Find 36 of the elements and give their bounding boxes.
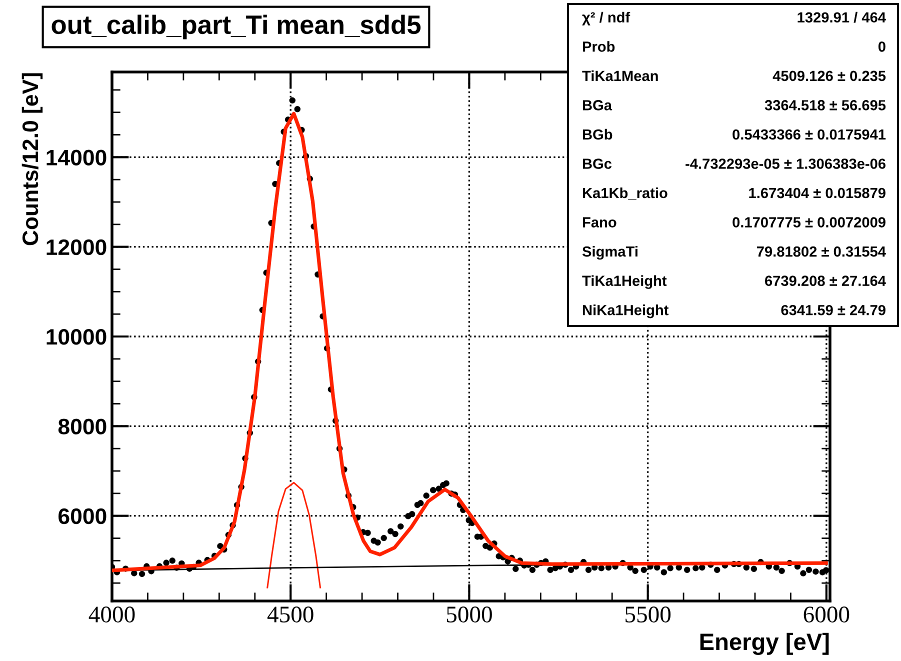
annotation: BGc bbox=[582, 158, 612, 169]
x-axis-title: Energy [eV] bbox=[700, 632, 829, 655]
y-tick-label: 12000 bbox=[46, 239, 106, 256]
y-tick-label: 10000 bbox=[46, 329, 106, 345]
annotation: 1.673404 ± 0.015879 bbox=[749, 188, 886, 198]
annotation: NiKa1Height bbox=[582, 304, 669, 318]
text: 0 bbox=[878, 41, 886, 52]
y-tick-label: 8000 bbox=[58, 418, 106, 434]
annotation: SigmaTi bbox=[582, 246, 638, 260]
x-tick-label: 5000 bbox=[446, 606, 492, 622]
text: χ² / ndf bbox=[582, 12, 630, 26]
annotation: Ka1Kb_ratio bbox=[582, 187, 668, 200]
annotation: 6341.59 ± 24.79 bbox=[781, 304, 886, 316]
annotation: 79.81802 ± 0.31554 bbox=[756, 246, 886, 257]
annotation: 0.5433366 ± 0.0175941 bbox=[732, 129, 886, 140]
line-series bbox=[266, 482, 322, 588]
annotation: 6739.208 ± 27.164 bbox=[765, 276, 886, 286]
text: Prob bbox=[582, 41, 615, 52]
y-tick-label: 14000 bbox=[46, 150, 106, 166]
annotation: BGa bbox=[582, 100, 612, 110]
annotation: 4509.126 ± 0.235 bbox=[772, 70, 886, 82]
x-tick-label: 6000 bbox=[804, 606, 850, 622]
y-axis-title: Counts/12.0 [eV] bbox=[22, 73, 43, 246]
text: 1329.91 / 464 bbox=[798, 12, 886, 23]
annotation: 3364.518 ± 56.695 bbox=[764, 100, 886, 110]
annotation: 0.1707775 ± 0.0072009 bbox=[732, 217, 886, 228]
annotation: TiKa1Mean bbox=[582, 70, 658, 82]
annotation: TiKa1Height bbox=[582, 275, 667, 289]
annotation: -4.732293e-05 ± 1.306383e-06 bbox=[686, 158, 886, 169]
x-tick-label: 4000 bbox=[88, 606, 135, 622]
y-tick-label: 6000 bbox=[58, 508, 106, 524]
annotation: Fano bbox=[582, 217, 616, 228]
x-tick-label: 5500 bbox=[626, 606, 671, 622]
annotation: BGb bbox=[582, 128, 612, 140]
x-tick-label: 4500 bbox=[267, 606, 314, 622]
chart-title: out_calib_part_Ti mean_sdd5 bbox=[52, 14, 421, 40]
